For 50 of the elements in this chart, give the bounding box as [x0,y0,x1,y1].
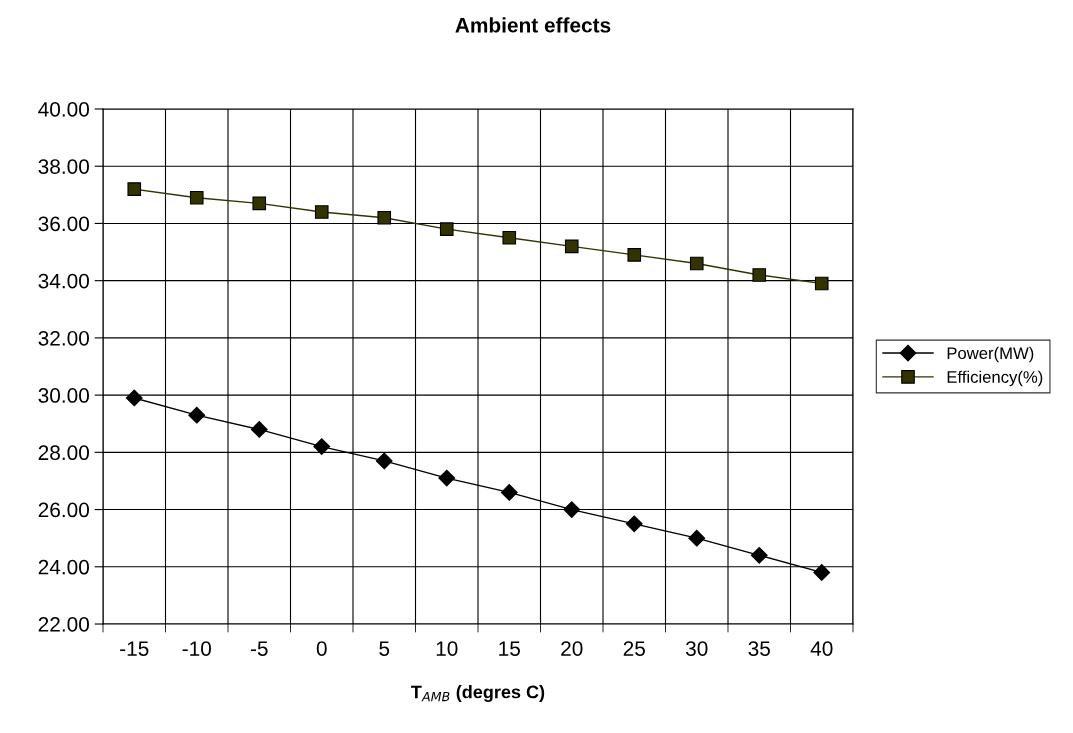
point [375,452,393,470]
point [189,190,204,205]
point [627,248,642,262]
point [500,483,518,501]
x-tick-label: 30 [685,641,708,656]
point [563,501,581,518]
point [313,438,331,456]
x-tick-label: -5 [250,641,268,656]
x-tick-label: 20 [561,641,583,656]
point [689,256,704,271]
y-tick-label: 30.00 [38,388,89,403]
legend-label: Power(MW) [947,346,1034,363]
y-tick-label: 34.00 [38,273,89,289]
point [250,421,268,438]
y-tick-label: 26.00 [38,502,89,518]
point [688,529,706,547]
x-tick-label: 10 [436,641,458,656]
point [564,239,579,254]
y-tick-label: 40.00 [38,102,89,117]
y-tick-label: 22.00 [38,617,89,632]
point [750,546,768,564]
point [625,515,643,533]
point [813,564,831,581]
point [314,205,329,219]
y-tick-label: 38.00 [38,159,89,174]
x-tick-label: -15 [120,641,149,656]
point [188,406,206,424]
point [814,276,829,291]
x-tick-label: 15 [499,641,520,656]
y-tick-label: 32.00 [38,330,89,346]
x-tick-label: 5 [379,641,390,656]
x-tick-label: 35 [748,641,770,656]
point [752,268,767,282]
legend-label: Efficiency(%) [947,370,1043,387]
point [127,182,142,196]
x-tick-label: 40 [810,641,833,656]
point [252,196,267,211]
y-tick-label: 24.00 [38,559,89,575]
point [377,210,392,225]
x-axis-title: T$_{AMB}$ (degres C) [411,685,545,702]
x-tick-label: 25 [623,641,645,656]
x-tick-label: 0 [316,641,327,656]
y-tick-label: 36.00 [38,216,89,232]
chart-title: Ambient effects [455,17,611,33]
x-tick-label: -10 [182,641,211,656]
point [439,222,454,236]
y-tick-label: 28.00 [38,445,89,461]
point [438,469,456,487]
point [502,230,517,245]
point [125,389,143,407]
